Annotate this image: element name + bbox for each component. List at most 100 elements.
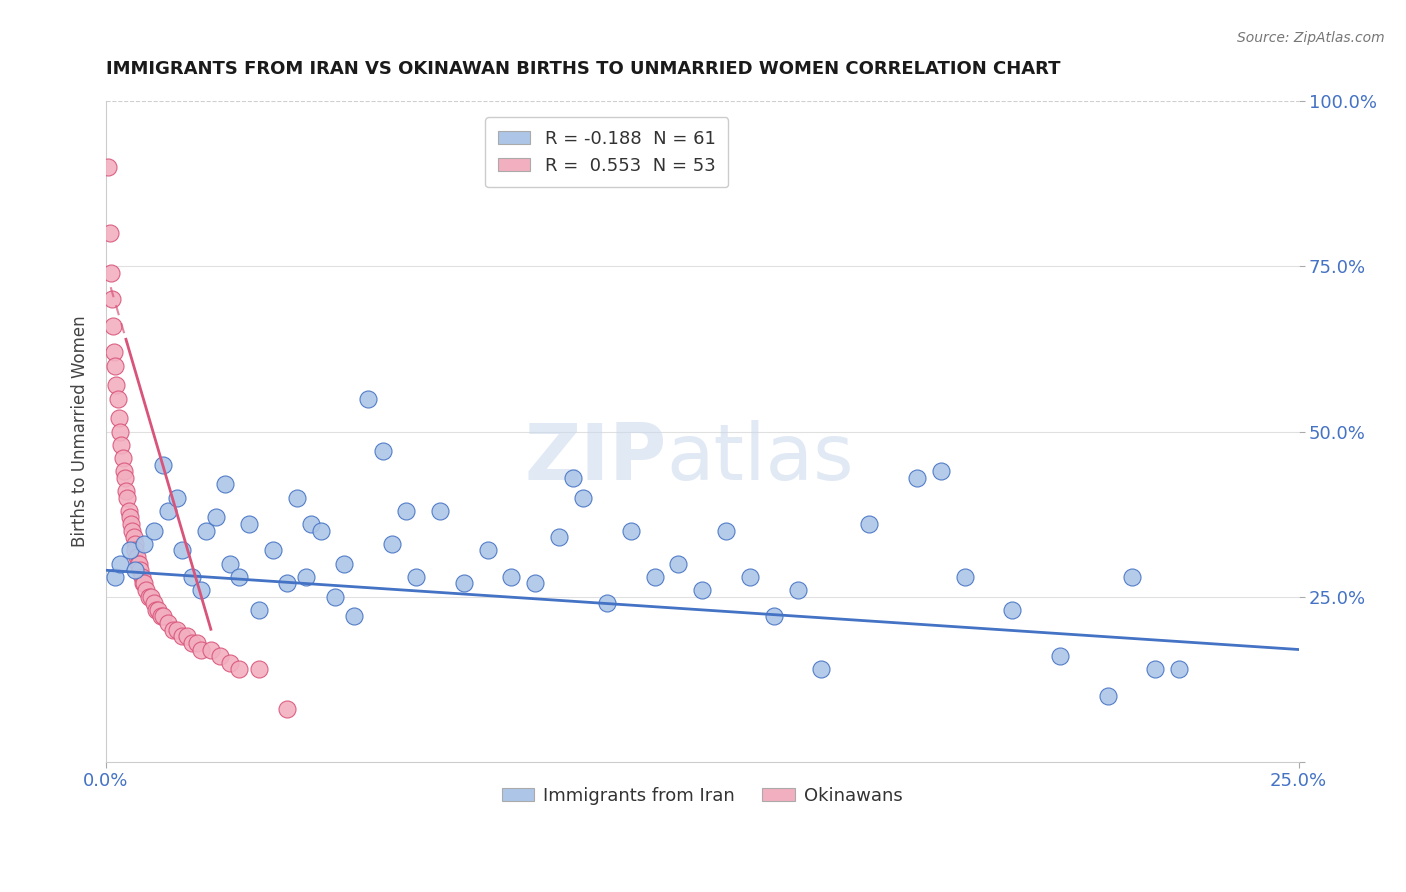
Point [1001,603,1024,617]
Point [101,318,124,333]
Point [142,524,165,538]
Y-axis label: Births to Unmarried Women: Births to Unmarried Women [72,316,89,548]
Point [323,590,346,604]
Point [1168,662,1191,676]
Point [124,563,146,577]
Point [156,616,179,631]
Point [371,444,394,458]
Legend: Immigrants from Iran, Okinawans: Immigrants from Iran, Okinawans [495,780,910,813]
Point [103,345,125,359]
Point [124,537,146,551]
Point [858,516,880,531]
Point [156,504,179,518]
Point [148,603,170,617]
Point [104,359,127,373]
Point [124,543,146,558]
Point [132,576,155,591]
Point [405,570,427,584]
Point [295,570,318,584]
Point [105,378,128,392]
Point [810,662,832,676]
Point [262,543,284,558]
Point [110,425,132,439]
Text: IMMIGRANTS FROM IRAN VS OKINAWAN BIRTHS TO UNMARRIED WOMEN CORRELATION CHART: IMMIGRANTS FROM IRAN VS OKINAWAN BIRTHS … [105,60,1060,78]
Point [228,570,250,584]
Point [190,642,212,657]
Point [477,543,499,558]
Point [120,516,142,531]
Point [172,629,194,643]
Point [127,557,149,571]
Point [738,570,761,584]
Point [118,510,141,524]
Point [190,583,212,598]
Point [204,510,226,524]
Point [905,471,928,485]
Point [333,557,356,571]
Point [141,590,163,604]
Point [395,504,418,518]
Point [142,596,165,610]
Point [110,557,132,571]
Point [762,609,785,624]
Point [180,570,202,584]
Point [162,623,184,637]
Point [128,557,150,571]
Point [145,603,167,617]
Point [132,576,155,591]
Point [97,161,120,175]
Point [714,524,737,538]
Point [107,392,129,406]
Point [122,530,145,544]
Point [644,570,666,584]
Point [131,570,153,584]
Text: ZIP: ZIP [524,420,666,496]
Point [195,524,218,538]
Point [118,504,141,518]
Point [115,483,138,498]
Point [138,590,160,604]
Point [98,227,121,241]
Point [1144,662,1167,676]
Point [135,583,157,598]
Point [219,557,242,571]
Point [121,524,143,538]
Point [214,477,236,491]
Point [309,524,332,538]
Point [152,609,174,624]
Point [176,629,198,643]
Point [786,583,808,598]
Point [152,458,174,472]
Point [381,537,404,551]
Point [1121,570,1143,584]
Point [166,491,188,505]
Point [186,636,208,650]
Point [247,662,270,676]
Point [180,636,202,650]
Point [596,596,619,610]
Text: Source: ZipAtlas.com: Source: ZipAtlas.com [1237,31,1385,45]
Point [117,491,139,505]
Point [953,570,976,584]
Point [110,438,132,452]
Point [299,516,322,531]
Point [219,656,242,670]
Point [100,266,122,280]
Point [429,504,451,518]
Point [200,642,222,657]
Point [548,530,571,544]
Point [149,609,172,624]
Point [125,549,148,564]
Text: atlas: atlas [666,420,853,496]
Point [112,464,135,478]
Point [343,609,366,624]
Point [118,543,141,558]
Point [132,537,155,551]
Point [562,471,585,485]
Point [276,576,298,591]
Point [104,570,127,584]
Point [238,516,260,531]
Point [100,293,122,307]
Point [690,583,713,598]
Point [228,662,250,676]
